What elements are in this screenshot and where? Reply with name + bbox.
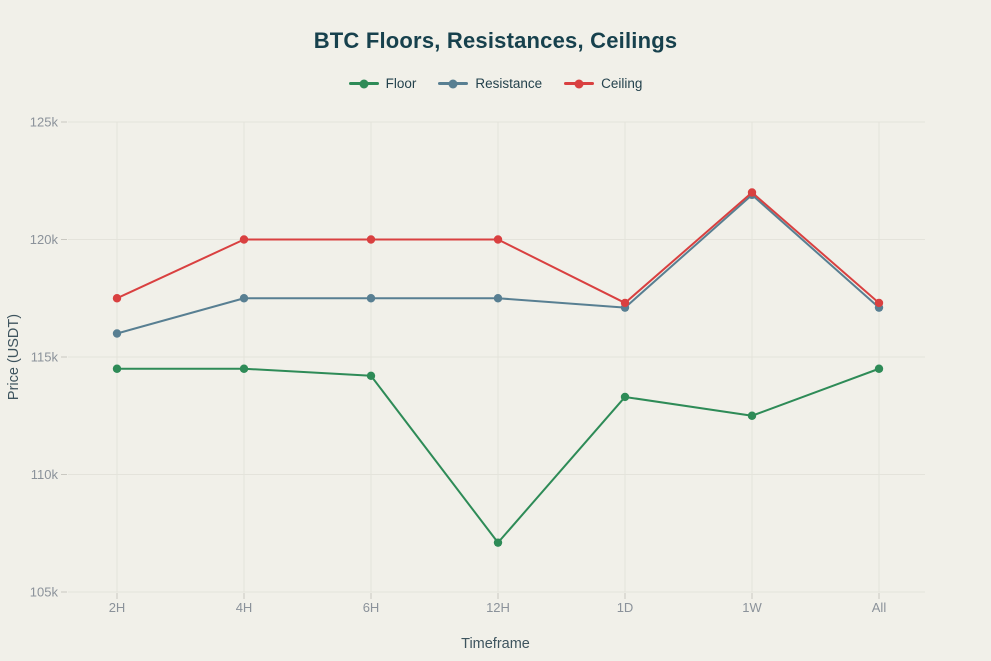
y-tick-label: 110k [31,467,59,482]
y-tick-label: 125k [30,115,59,130]
y-tick-label: 120k [30,232,59,247]
legend: Floor Resistance Ceiling [0,76,991,91]
data-point-resistance-12h [493,294,503,303]
data-point-floor-4h [239,364,249,373]
resistance-series-marker-icon [438,79,469,88]
data-point-ceiling-1d [620,298,630,308]
data-point-ceiling-6h [366,235,376,244]
data-point-resistance-6h [366,294,376,303]
legend-label-ceiling: Ceiling [601,76,643,91]
data-point-floor-1d [620,392,630,402]
x-tick-label: 6H [363,600,380,615]
data-point-ceiling-12h [493,235,503,244]
ceiling-series-marker-icon [564,79,595,88]
data-point-floor-1w [747,411,757,420]
x-tick-label: 1D [617,600,634,615]
data-point-floor-all [874,364,884,373]
x-axis-title: Timeframe [461,636,530,652]
legend-item-floor: Floor [348,76,417,91]
legend-label-floor: Floor [385,76,417,91]
floor-series-marker-icon [348,79,379,88]
data-point-resistance-4h [239,294,249,303]
y-tick-label: 115k [31,350,59,365]
data-point-floor-2h [112,364,122,373]
data-point-resistance-2h [112,329,122,338]
x-tick-label: 1W [742,600,762,615]
x-tick-label: 2H [109,600,126,615]
data-point-ceiling-2h [112,294,122,303]
data-point-floor-6h [366,371,376,380]
legend-item-ceiling: Ceiling [564,76,642,91]
y-tick-label: 105k [30,585,59,600]
data-point-ceiling-all [874,298,884,308]
data-point-ceiling-1w [747,188,757,197]
x-tick-label: All [872,600,887,615]
x-tick-label: 12H [486,600,510,615]
data-point-ceiling-4h [239,235,249,244]
chart-title: BTC Floors, Resistances, Ceilings [313,28,678,53]
legend-label-resistance: Resistance [475,76,543,91]
legend-item-resistance: Resistance [438,76,542,91]
x-tick-label: 4H [236,600,253,615]
data-point-floor-12h [493,538,503,547]
